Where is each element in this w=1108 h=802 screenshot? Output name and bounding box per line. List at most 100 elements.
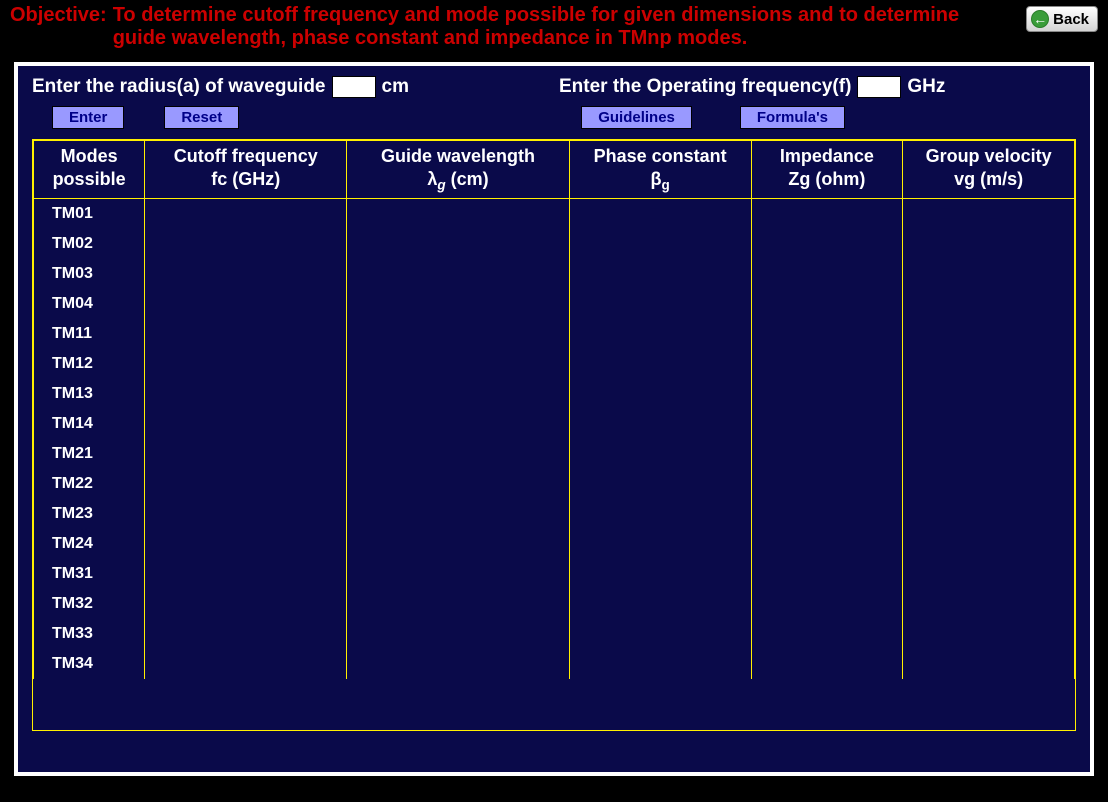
cell-fc	[145, 589, 347, 619]
cell-vg	[903, 349, 1075, 379]
cell-fc	[145, 559, 347, 589]
cell-mode: TM34	[34, 649, 145, 679]
cell-bg	[569, 559, 751, 589]
cell-mode: TM23	[34, 499, 145, 529]
cell-mode: TM12	[34, 349, 145, 379]
cell-lg	[347, 439, 569, 469]
table-row: TM13	[34, 379, 1075, 409]
col-header-1: Cutoff frequencyfc (GHz)	[145, 141, 347, 199]
cell-fc	[145, 199, 347, 229]
guidelines-button[interactable]: Guidelines	[581, 106, 692, 129]
cell-lg	[347, 229, 569, 259]
back-label: Back	[1053, 11, 1089, 28]
cell-lg	[347, 499, 569, 529]
radius-unit: cm	[382, 76, 409, 98]
cell-fc	[145, 649, 347, 679]
cell-fc	[145, 619, 347, 649]
cell-bg	[569, 259, 751, 289]
cell-mode: TM03	[34, 259, 145, 289]
back-arrow-icon: ←	[1031, 10, 1049, 28]
cell-bg	[569, 319, 751, 349]
cell-lg	[347, 529, 569, 559]
cell-fc	[145, 319, 347, 349]
table-row: TM32	[34, 589, 1075, 619]
cell-mode: TM04	[34, 289, 145, 319]
cell-fc	[145, 289, 347, 319]
cell-mode: TM11	[34, 319, 145, 349]
radius-prompt: Enter the radius(a) of waveguide	[32, 76, 326, 98]
cell-bg	[569, 379, 751, 409]
table-row: TM01	[34, 199, 1075, 229]
cell-vg	[903, 559, 1075, 589]
col-header-5: Group velocityvg (m/s)	[903, 141, 1075, 199]
cell-vg	[903, 259, 1075, 289]
cell-zg	[751, 619, 903, 649]
table-row: TM02	[34, 229, 1075, 259]
cell-lg	[347, 589, 569, 619]
cell-fc	[145, 439, 347, 469]
cell-vg	[903, 379, 1075, 409]
formulas-button[interactable]: Formula's	[740, 106, 845, 129]
objective-text: To determine cutoff frequency and mode p…	[113, 4, 1016, 50]
freq-prompt: Enter the Operating frequency(f)	[559, 76, 851, 98]
cell-bg	[569, 439, 751, 469]
cell-mode: TM33	[34, 619, 145, 649]
cell-zg	[751, 469, 903, 499]
data-table: ModespossibleCutoff frequencyfc (GHz)Gui…	[32, 139, 1076, 731]
cell-fc	[145, 529, 347, 559]
cell-lg	[347, 469, 569, 499]
table-row: TM33	[34, 619, 1075, 649]
col-header-3: Phase constantβg	[569, 141, 751, 199]
cell-lg	[347, 649, 569, 679]
cell-lg	[347, 559, 569, 589]
table-row: TM34	[34, 649, 1075, 679]
enter-button[interactable]: Enter	[52, 106, 124, 129]
freq-input[interactable]	[857, 76, 901, 98]
cell-lg	[347, 319, 569, 349]
col-header-0: Modespossible	[34, 141, 145, 199]
cell-vg	[903, 589, 1075, 619]
objective-label: Objective:	[10, 4, 107, 27]
cell-fc	[145, 229, 347, 259]
cell-zg	[751, 289, 903, 319]
cell-mode: TM01	[34, 199, 145, 229]
cell-fc	[145, 409, 347, 439]
col-header-4: ImpedanceZg (ohm)	[751, 141, 903, 199]
table-row: TM04	[34, 289, 1075, 319]
table-scroll[interactable]: TM01TM02TM03TM04TM11TM12TM13TM14TM21TM22…	[33, 199, 1075, 729]
cell-mode: TM24	[34, 529, 145, 559]
cell-vg	[903, 199, 1075, 229]
cell-bg	[569, 199, 751, 229]
cell-vg	[903, 499, 1075, 529]
table-row: TM22	[34, 469, 1075, 499]
cell-vg	[903, 439, 1075, 469]
cell-fc	[145, 379, 347, 409]
cell-vg	[903, 649, 1075, 679]
cell-zg	[751, 529, 903, 559]
cell-lg	[347, 379, 569, 409]
reset-button[interactable]: Reset	[164, 106, 239, 129]
cell-mode: TM22	[34, 469, 145, 499]
cell-fc	[145, 259, 347, 289]
cell-fc	[145, 499, 347, 529]
cell-lg	[347, 409, 569, 439]
col-header-2: Guide wavelengthλg (cm)	[347, 141, 569, 199]
cell-bg	[569, 619, 751, 649]
cell-zg	[751, 379, 903, 409]
freq-unit: GHz	[907, 76, 945, 98]
cell-zg	[751, 349, 903, 379]
cell-zg	[751, 439, 903, 469]
radius-input[interactable]	[332, 76, 376, 98]
back-button[interactable]: ← Back	[1026, 6, 1098, 32]
cell-bg	[569, 529, 751, 559]
cell-bg	[569, 409, 751, 439]
table-row: TM11	[34, 319, 1075, 349]
cell-vg	[903, 319, 1075, 349]
cell-zg	[751, 589, 903, 619]
cell-vg	[903, 469, 1075, 499]
cell-zg	[751, 559, 903, 589]
table-row: TM24	[34, 529, 1075, 559]
cell-bg	[569, 589, 751, 619]
cell-vg	[903, 409, 1075, 439]
cell-zg	[751, 319, 903, 349]
